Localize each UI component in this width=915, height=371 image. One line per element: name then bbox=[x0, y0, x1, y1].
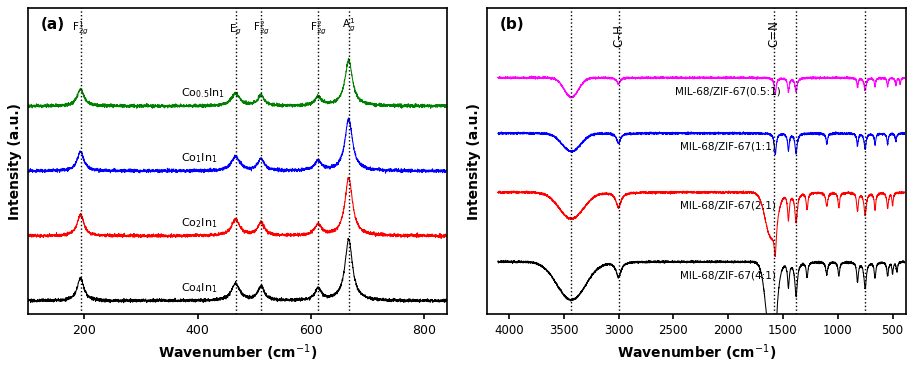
Text: E$_g$: E$_g$ bbox=[229, 23, 242, 37]
Text: C–H: C–H bbox=[612, 24, 625, 46]
Text: Co$_2$In$_1$: Co$_2$In$_1$ bbox=[180, 216, 217, 230]
Text: (b): (b) bbox=[500, 17, 524, 33]
Text: MIL-68/ZIF-67(0.5:1): MIL-68/ZIF-67(0.5:1) bbox=[675, 86, 781, 96]
X-axis label: Wavenumber (cm$^{-1}$): Wavenumber (cm$^{-1}$) bbox=[617, 342, 776, 363]
Text: MIL-68/ZIF-67(2:1): MIL-68/ZIF-67(2:1) bbox=[680, 201, 776, 211]
Text: (a): (a) bbox=[40, 17, 65, 33]
Text: C=N: C=N bbox=[768, 20, 780, 46]
Y-axis label: Intensity (a.u.): Intensity (a.u.) bbox=[8, 102, 22, 220]
X-axis label: Wavenumber (cm$^{-1}$): Wavenumber (cm$^{-1}$) bbox=[157, 342, 317, 363]
Text: MIL-68/ZIF-67(1:1): MIL-68/ZIF-67(1:1) bbox=[680, 142, 776, 152]
Y-axis label: Intensity (a.u.): Intensity (a.u.) bbox=[468, 102, 481, 220]
Text: F$^2_{2g}$: F$^2_{2g}$ bbox=[253, 20, 270, 37]
Text: F$^2_{2g}$: F$^2_{2g}$ bbox=[309, 20, 327, 37]
Text: Co$_1$In$_1$: Co$_1$In$_1$ bbox=[180, 151, 217, 165]
Text: Co$_4$In$_1$: Co$_4$In$_1$ bbox=[180, 281, 217, 295]
Text: A$^1_g$: A$^1_g$ bbox=[342, 16, 356, 33]
Text: MIL-68/ZIF-67(4:1): MIL-68/ZIF-67(4:1) bbox=[680, 270, 776, 280]
Text: F$^1_{2g}$: F$^1_{2g}$ bbox=[72, 20, 89, 37]
Text: Co$_{0.5}$In$_1$: Co$_{0.5}$In$_1$ bbox=[180, 86, 225, 100]
